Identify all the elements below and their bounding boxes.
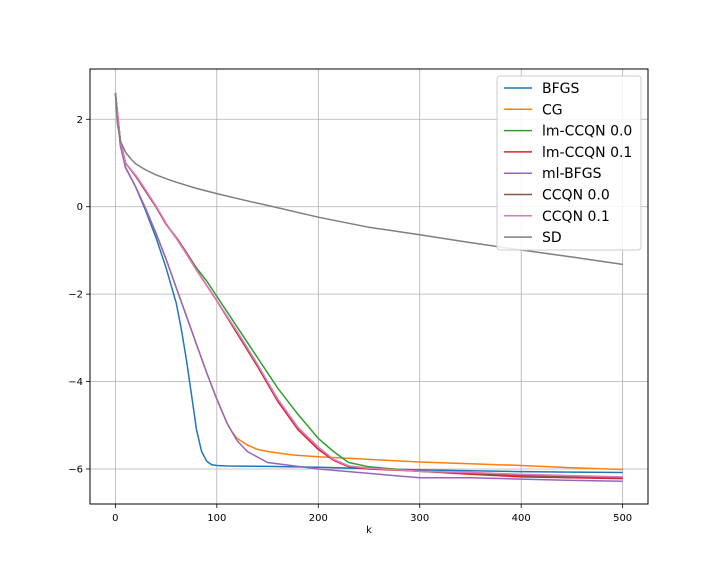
x-tick-label: 0 [112,513,118,524]
legend-label: lm-CCQN 0.1 [542,145,632,161]
series-line-ccqn-0-1 [114,92,623,478]
series-line-bfgs [114,92,623,474]
legend-label: CG [542,102,563,118]
legend-label: CCQN 0.0 [542,188,610,204]
x-axis-ticks: 0 100 200 300 400 500 [112,504,632,524]
legend-label: ml-BFGS [542,166,602,182]
y-tick-label: 2 [77,115,83,126]
legend-box [496,75,642,251]
x-tick-label: 200 [309,513,328,524]
x-tick-label: 400 [512,513,531,524]
x-tick-label: 300 [410,513,429,524]
legend-label: CCQN 0.1 [542,209,610,225]
x-tick-label: 100 [207,513,226,524]
legend-label: BFGS [542,81,580,97]
y-tick-label: 0 [77,202,83,213]
x-tick-label: 500 [613,513,632,524]
y-tick-label: −4 [68,377,83,388]
legend: BFGS CG lm-CCQN 0.0 lm-CCQN 0.1 ml-BFGS CCQN … [496,75,642,251]
y-axis-ticks: 2 0 −2 −4 −6 [68,115,90,476]
legend-label: SD [542,230,562,246]
series-lines [114,92,623,483]
y-tick-label: −6 [68,465,83,476]
x-axis-label: k [366,525,372,536]
legend-label: lm-CCQN 0.0 [542,124,632,140]
series-line-sd [114,92,623,266]
series-line-ml-bfgs [114,92,623,483]
y-tick-label: −2 [68,290,83,301]
plot-frame [89,68,649,505]
